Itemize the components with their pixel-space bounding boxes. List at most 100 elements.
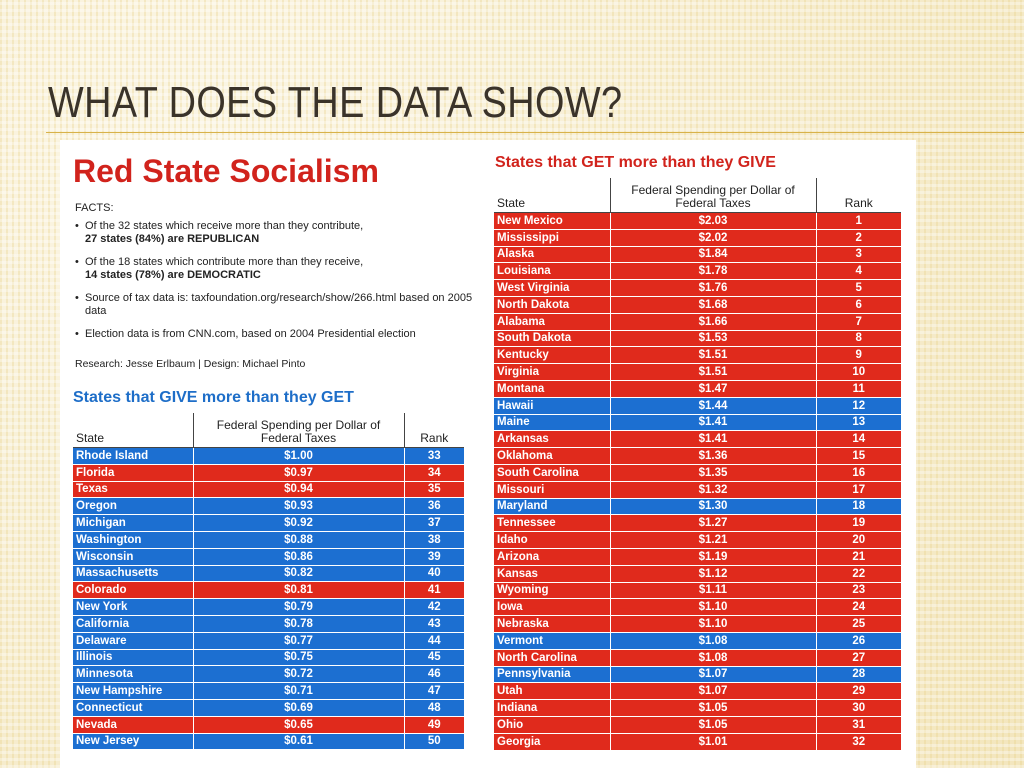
table-row: Kentucky $1.51 9 (494, 346, 901, 365)
rank-cell: 50 (404, 733, 464, 751)
spending-cell: $1.76 (610, 279, 817, 297)
spending-cell: $1.05 (610, 716, 817, 734)
rank-cell: 42 (404, 598, 464, 616)
table-header-row: State Federal Spending per Dollar of Fed… (494, 178, 901, 213)
state-cell: Rhode Island (73, 447, 194, 465)
state-cell: Colorado (73, 581, 194, 600)
table-row: Nevada $0.65 49 (73, 716, 464, 734)
rank-cell: 14 (816, 430, 901, 449)
spending-cell: $0.81 (193, 581, 405, 600)
state-cell: Kentucky (494, 346, 611, 365)
column-header-rank: Rank (404, 413, 464, 448)
rank-cell: 39 (404, 548, 464, 566)
rank-cell: 48 (404, 699, 464, 717)
state-cell: Minnesota (73, 665, 194, 684)
state-cell: New Mexico (494, 212, 611, 230)
state-cell: Utah (494, 682, 611, 701)
rank-cell: 24 (816, 598, 901, 617)
spending-cell: $1.51 (610, 346, 817, 365)
rank-cell: 49 (404, 716, 464, 734)
spending-cell: $1.08 (610, 649, 817, 667)
spending-cell: $0.93 (193, 497, 405, 516)
spending-cell: $1.36 (610, 447, 817, 465)
fact-text: Election data is from CNN.com, based on … (85, 328, 416, 340)
table-row: Vermont $1.08 26 (494, 632, 901, 650)
table-row: Oregon $0.93 36 (73, 497, 464, 516)
spending-cell: $0.61 (193, 733, 405, 751)
rank-cell: 33 (404, 447, 464, 465)
rank-cell: 28 (816, 666, 901, 684)
spending-cell: $0.97 (193, 464, 405, 482)
table-body: New Mexico $2.03 1 Mississippi $2.02 2 Alaska $… (494, 212, 901, 751)
state-cell: Alaska (494, 246, 611, 264)
rank-cell: 19 (816, 514, 901, 533)
state-cell: Wisconsin (73, 548, 194, 566)
fact-item: Source of tax data is: taxfoundation.org… (75, 292, 485, 318)
spending-cell: $1.32 (610, 481, 817, 499)
state-cell: Ohio (494, 716, 611, 734)
rank-cell: 32 (816, 733, 901, 751)
spending-cell: $1.11 (610, 582, 817, 600)
state-cell: Virginia (494, 363, 611, 381)
spending-cell: $1.30 (610, 498, 817, 516)
state-cell: Nevada (73, 716, 194, 734)
fact-text: Source of tax data is: taxfoundation.org… (85, 292, 473, 317)
state-cell: Iowa (494, 598, 611, 617)
state-cell: West Virginia (494, 279, 611, 297)
state-cell: Pennsylvania (494, 666, 611, 684)
spending-cell: $1.51 (610, 363, 817, 381)
table-row: South Dakota $1.53 8 (494, 330, 901, 348)
table-row: Iowa $1.10 24 (494, 598, 901, 617)
state-cell: Florida (73, 464, 194, 482)
state-cell: New Jersey (73, 733, 194, 751)
spending-cell: $1.07 (610, 682, 817, 701)
spending-cell: $1.84 (610, 246, 817, 264)
rank-cell: 5 (816, 279, 901, 297)
column-header-state: State (73, 413, 194, 448)
fact-text: Of the 32 states which receive more than… (85, 220, 364, 232)
state-cell: Missouri (494, 481, 611, 499)
table-row: Wisconsin $0.86 39 (73, 548, 464, 566)
table-row: New Mexico $2.03 1 (494, 212, 901, 230)
rank-cell: 17 (816, 481, 901, 499)
rank-cell: 46 (404, 665, 464, 684)
rank-cell: 31 (816, 716, 901, 734)
state-cell: South Dakota (494, 330, 611, 348)
rank-cell: 9 (816, 346, 901, 365)
table-row: Hawaii $1.44 12 (494, 397, 901, 415)
state-cell: Kansas (494, 565, 611, 583)
spending-cell: $0.72 (193, 665, 405, 684)
spending-cell: $0.82 (193, 565, 405, 583)
table-row: Rhode Island $1.00 33 (73, 447, 464, 465)
spending-cell: $0.77 (193, 632, 405, 650)
rank-cell: 30 (816, 699, 901, 717)
rank-cell: 23 (816, 582, 901, 600)
spending-cell: $1.01 (610, 733, 817, 751)
spending-cell: $0.75 (193, 649, 405, 667)
spending-cell: $1.41 (610, 414, 817, 432)
table-row: Utah $1.07 29 (494, 682, 901, 701)
rank-cell: 18 (816, 498, 901, 516)
rank-cell: 15 (816, 447, 901, 465)
spending-cell: $0.92 (193, 514, 405, 532)
spending-cell: $2.03 (610, 212, 817, 230)
state-cell: Montana (494, 380, 611, 398)
spending-cell: $0.78 (193, 615, 405, 633)
rank-cell: 4 (816, 262, 901, 281)
table-row: West Virginia $1.76 5 (494, 279, 901, 297)
table-row: Oklahoma $1.36 15 (494, 447, 901, 465)
rank-cell: 3 (816, 246, 901, 264)
rank-cell: 43 (404, 615, 464, 633)
slide-title: WHAT DOES THE DATA SHOW? (48, 78, 623, 127)
spending-cell: $1.35 (610, 464, 817, 482)
table-row: Maryland $1.30 18 (494, 498, 901, 516)
table-row: Indiana $1.05 30 (494, 699, 901, 717)
table-row: Illinois $0.75 45 (73, 649, 464, 667)
rank-cell: 44 (404, 632, 464, 650)
state-cell: North Carolina (494, 649, 611, 667)
state-cell: Arkansas (494, 430, 611, 449)
rank-cell: 2 (816, 229, 901, 247)
state-cell: Louisiana (494, 262, 611, 281)
state-cell: Tennessee (494, 514, 611, 533)
spending-cell: $1.78 (610, 262, 817, 281)
